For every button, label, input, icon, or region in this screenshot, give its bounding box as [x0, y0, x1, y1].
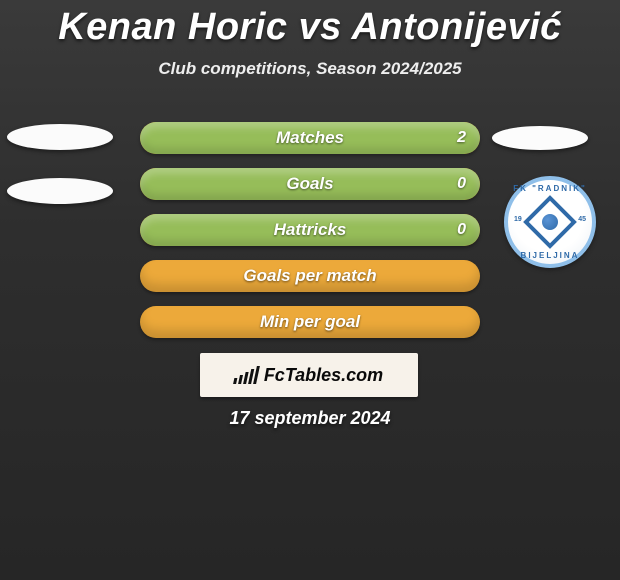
stat-row: Matches2	[140, 122, 480, 154]
stat-row: Min per goal	[140, 306, 480, 338]
stat-value: 2	[457, 122, 466, 154]
stat-row: Goals per match	[140, 260, 480, 292]
stat-row: Hattricks0	[140, 214, 480, 246]
brand-bar	[233, 378, 237, 384]
stat-value: 0	[457, 168, 466, 200]
brand-text: FcTables.com	[264, 365, 383, 386]
player2-photo-placeholder	[492, 126, 588, 150]
badge-year-left: 19	[514, 216, 522, 223]
badge-ball-icon	[542, 214, 558, 230]
player1-photo-placeholder	[7, 124, 113, 150]
player2-club-badge: FK "RADNIK" 19 45 BIJELJINA	[504, 176, 596, 268]
stat-label: Matches	[140, 122, 480, 154]
stat-label: Hattricks	[140, 214, 480, 246]
brand-bar	[238, 375, 243, 384]
stat-label: Goals	[140, 168, 480, 200]
page-title: Kenan Horic vs Antonijević	[0, 0, 620, 49]
badge-top-text: FK "RADNIK"	[508, 184, 592, 193]
brand-bars-icon	[233, 366, 260, 384]
badge-bottom-text: BIJELJINA	[508, 251, 592, 260]
badge-year-right: 45	[578, 216, 586, 223]
stat-row: Goals0	[140, 168, 480, 200]
brand-box[interactable]: FcTables.com	[200, 353, 418, 397]
stat-value: 0	[457, 214, 466, 246]
stats-container: Matches2Goals0Hattricks0Goals per matchM…	[140, 122, 480, 352]
player1-club-placeholder	[7, 178, 113, 204]
subtitle: Club competitions, Season 2024/2025	[0, 59, 620, 79]
date-text: 17 september 2024	[0, 408, 620, 429]
stat-label: Min per goal	[140, 306, 480, 338]
stat-label: Goals per match	[140, 260, 480, 292]
